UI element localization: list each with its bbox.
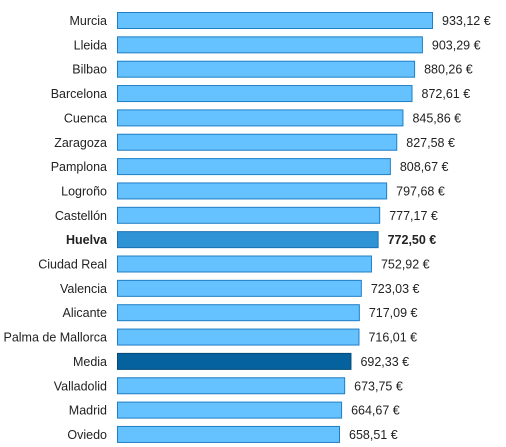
bar-barcelona <box>117 85 413 103</box>
category-label: Media <box>73 355 107 369</box>
value-label: 872,61 € <box>422 87 471 101</box>
bar-alicante <box>117 304 360 322</box>
category-label: Madrid <box>69 404 107 418</box>
value-label: 692,33 € <box>360 355 409 369</box>
value-label: 777,17 € <box>389 209 438 223</box>
value-label: 752,92 € <box>381 258 430 272</box>
value-label: 664,67 € <box>351 404 400 418</box>
category-label: Alicante <box>63 306 108 320</box>
bar-valencia <box>117 279 362 297</box>
value-label: 658,51 € <box>349 428 398 442</box>
bar-valladolid <box>117 377 346 395</box>
value-label: 903,29 € <box>432 38 481 52</box>
category-label: Zaragoza <box>54 136 107 150</box>
category-label: Cuenca <box>64 111 107 125</box>
category-label: Huelva <box>66 233 108 247</box>
bar-palma-de-mallorca <box>117 328 360 346</box>
bar-murcia <box>117 12 433 29</box>
bar-bilbao <box>117 60 416 78</box>
value-label: 845,86 € <box>412 111 461 125</box>
bar-ciudad-real <box>117 255 372 273</box>
bar-madrid <box>117 401 343 419</box>
value-label: 717,09 € <box>369 306 418 320</box>
category-label: Oviedo <box>67 428 107 442</box>
value-label: 827,58 € <box>406 136 455 150</box>
value-label: 723,03 € <box>371 282 420 296</box>
category-label: Ciudad Real <box>38 258 107 272</box>
value-label: 673,75 € <box>354 379 403 393</box>
bar-logroño <box>117 182 388 200</box>
category-label: Logroño <box>61 184 107 198</box>
bar-castell-n <box>117 206 381 224</box>
category-label: Bilbao <box>72 63 107 77</box>
bar-pamplona <box>117 158 391 176</box>
value-label: 808,67 € <box>400 160 449 174</box>
category-label: Barcelona <box>51 87 107 101</box>
bar-lleida <box>117 36 423 54</box>
bar-cuenca <box>117 109 404 127</box>
category-label: Palma de Mallorca <box>3 331 107 345</box>
category-label: Valencia <box>60 282 107 296</box>
value-label: 797,68 € <box>396 184 445 198</box>
bar-oviedo <box>117 425 341 443</box>
bar-media <box>117 352 352 370</box>
value-label: 880,26 € <box>424 63 473 77</box>
category-label: Castellón <box>55 209 107 223</box>
category-label: Pamplona <box>51 160 107 174</box>
value-label: 772,50 € <box>388 233 437 247</box>
value-label: 933,12 € <box>442 14 491 28</box>
category-label: Murcia <box>69 14 107 28</box>
bar-zaragoza <box>117 133 398 151</box>
category-label: Lleida <box>74 38 107 52</box>
value-label: 716,01 € <box>368 331 417 345</box>
category-label: Valladolid <box>54 379 107 393</box>
bar-huelva <box>117 231 379 249</box>
